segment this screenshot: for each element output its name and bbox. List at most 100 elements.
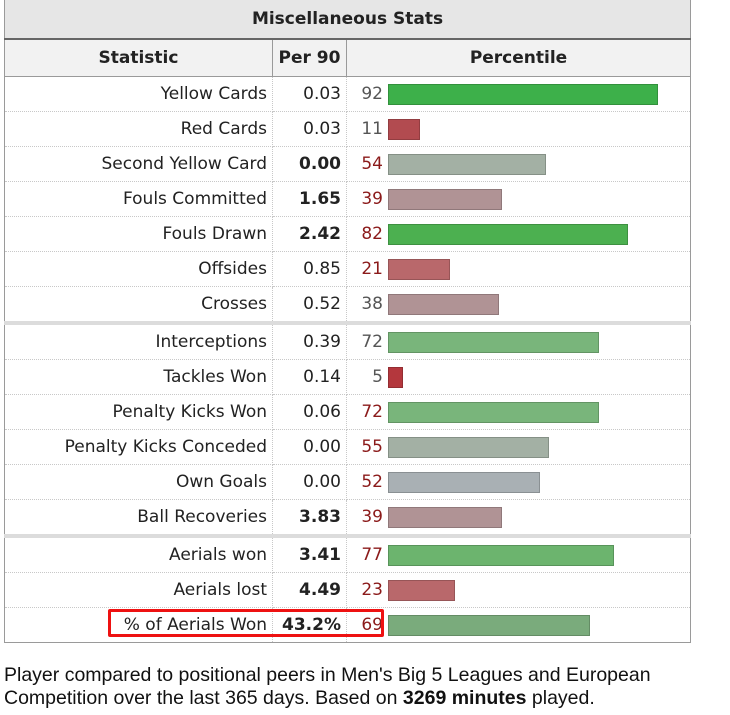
per90-cell: 0.14 xyxy=(272,359,347,395)
stat-name-cell: Penalty Kicks Won xyxy=(4,394,273,430)
percentile-inner: 72 xyxy=(347,325,690,359)
percentile-bar xyxy=(388,153,546,175)
percentile-value: 23 xyxy=(361,580,383,600)
table-row: Own Goals 0.00 52 xyxy=(4,464,692,500)
per90-cell: 3.83 xyxy=(272,499,347,537)
percentile-cell: 52 xyxy=(346,464,692,500)
percentile-inner: 23 xyxy=(347,573,690,607)
percentile-value: 72 xyxy=(361,332,383,352)
per90-cell: 2.42 xyxy=(272,216,347,252)
percentile-bar xyxy=(388,506,502,528)
per90-cell: 0.39 xyxy=(272,321,347,360)
stat-name-cell: Own Goals xyxy=(4,464,273,500)
percentile-bar xyxy=(388,436,549,458)
percentile-inner: 39 xyxy=(347,500,690,534)
per90-cell: 0.00 xyxy=(272,464,347,500)
percentile-value: 54 xyxy=(361,154,383,174)
percentile-value: 5 xyxy=(372,367,383,387)
stat-name-cell: Offsides xyxy=(4,251,273,287)
column-header-percentile[interactable]: Percentile xyxy=(345,38,692,77)
per90-cell: 0.03 xyxy=(272,111,347,147)
percentile-value: 21 xyxy=(361,259,383,279)
percentile-bar xyxy=(388,544,614,566)
per90-cell: 0.52 xyxy=(272,286,347,324)
table-row: Aerials lost 4.49 23 xyxy=(4,572,692,608)
footnote: Player compared to positional peers in M… xyxy=(4,664,730,710)
percentile-cell: 77 xyxy=(346,534,692,573)
footnote-minutes: 3269 minutes xyxy=(402,687,527,709)
percentile-value: 39 xyxy=(361,189,383,209)
percentile-bar xyxy=(388,258,450,280)
percentile-inner: 92 xyxy=(347,77,690,111)
stat-name-cell: % of Aerials Won xyxy=(4,607,273,643)
stat-name-cell: Aerials lost xyxy=(4,572,273,608)
percentile-inner: 77 xyxy=(347,538,690,572)
stat-name-cell: Ball Recoveries xyxy=(4,499,273,537)
stat-name-cell: Crosses xyxy=(4,286,273,324)
percentile-value: 82 xyxy=(361,224,383,244)
footnote-text-after: played. xyxy=(526,687,595,709)
stat-name-cell: Tackles Won xyxy=(4,359,273,395)
percentile-value: 77 xyxy=(361,545,383,565)
percentile-inner: 54 xyxy=(347,147,690,181)
table-row: Aerials won 3.41 77 xyxy=(4,534,692,573)
percentile-cell: 5 xyxy=(346,359,692,395)
percentile-cell: 55 xyxy=(346,429,692,465)
per90-cell: 1.65 xyxy=(272,181,347,217)
percentile-cell: 23 xyxy=(346,572,692,608)
per90-cell: 3.41 xyxy=(272,534,347,573)
percentile-value: 11 xyxy=(361,119,383,139)
percentile-inner: 21 xyxy=(347,252,690,286)
percentile-cell: 38 xyxy=(346,286,692,324)
percentile-inner: 55 xyxy=(347,430,690,464)
table-row: Fouls Drawn 2.42 82 xyxy=(4,216,692,252)
percentile-value: 72 xyxy=(361,402,383,422)
percentile-bar xyxy=(388,331,599,353)
percentile-inner: 39 xyxy=(347,182,690,216)
percentile-inner: 69 xyxy=(347,608,690,642)
stat-name-cell: Penalty Kicks Conceded xyxy=(4,429,273,465)
table-row: Penalty Kicks Conceded 0.00 55 xyxy=(4,429,692,465)
per90-cell: 0.00 xyxy=(272,146,347,182)
percentile-cell: 69 xyxy=(346,607,692,643)
per90-cell: 43.2% xyxy=(272,607,347,643)
percentile-value: 38 xyxy=(361,294,383,314)
percentile-inner: 5 xyxy=(347,360,690,394)
table-row: % of Aerials Won 43.2% 69 xyxy=(4,607,692,643)
misc-stats-table-wrap: Miscellaneous Stats Statistic Per 90 Per… xyxy=(3,0,692,643)
stat-name-cell: Fouls Drawn xyxy=(4,216,273,252)
percentile-bar xyxy=(388,118,420,140)
stat-name-cell: Red Cards xyxy=(4,111,273,147)
table-row: Interceptions 0.39 72 xyxy=(4,321,692,360)
percentile-bar xyxy=(388,401,599,423)
percentile-bar xyxy=(388,223,628,245)
percentile-cell: 39 xyxy=(346,499,692,537)
percentile-bar xyxy=(388,579,455,601)
percentile-inner: 72 xyxy=(347,395,690,429)
percentile-inner: 38 xyxy=(347,287,690,321)
table-row: Second Yellow Card 0.00 54 xyxy=(4,146,692,182)
percentile-cell: 82 xyxy=(346,216,692,252)
percentile-bar xyxy=(388,188,502,210)
percentile-inner: 82 xyxy=(347,217,690,251)
column-header-per90[interactable]: Per 90 xyxy=(272,38,347,77)
table-caption: Miscellaneous Stats xyxy=(3,0,692,40)
table-row: Ball Recoveries 3.83 39 xyxy=(4,499,692,537)
percentile-inner: 11 xyxy=(347,112,690,146)
per90-cell: 4.49 xyxy=(272,572,347,608)
stat-name-cell: Second Yellow Card xyxy=(4,146,273,182)
stat-name-cell: Interceptions xyxy=(4,321,273,360)
table-row: Yellow Cards 0.03 92 xyxy=(4,76,692,112)
per90-cell: 0.85 xyxy=(272,251,347,287)
stat-name-cell: Aerials won xyxy=(4,534,273,573)
percentile-cell: 72 xyxy=(346,321,692,360)
percentile-bar xyxy=(388,471,540,493)
percentile-bar xyxy=(388,83,658,105)
percentile-cell: 39 xyxy=(346,181,692,217)
stat-name-cell: Yellow Cards xyxy=(4,76,273,112)
misc-stats-table: Miscellaneous Stats Statistic Per 90 Per… xyxy=(3,0,692,643)
percentile-value: 39 xyxy=(361,507,383,527)
percentile-bar xyxy=(388,293,499,315)
per90-cell: 0.00 xyxy=(272,429,347,465)
column-header-statistic[interactable]: Statistic xyxy=(4,38,273,77)
